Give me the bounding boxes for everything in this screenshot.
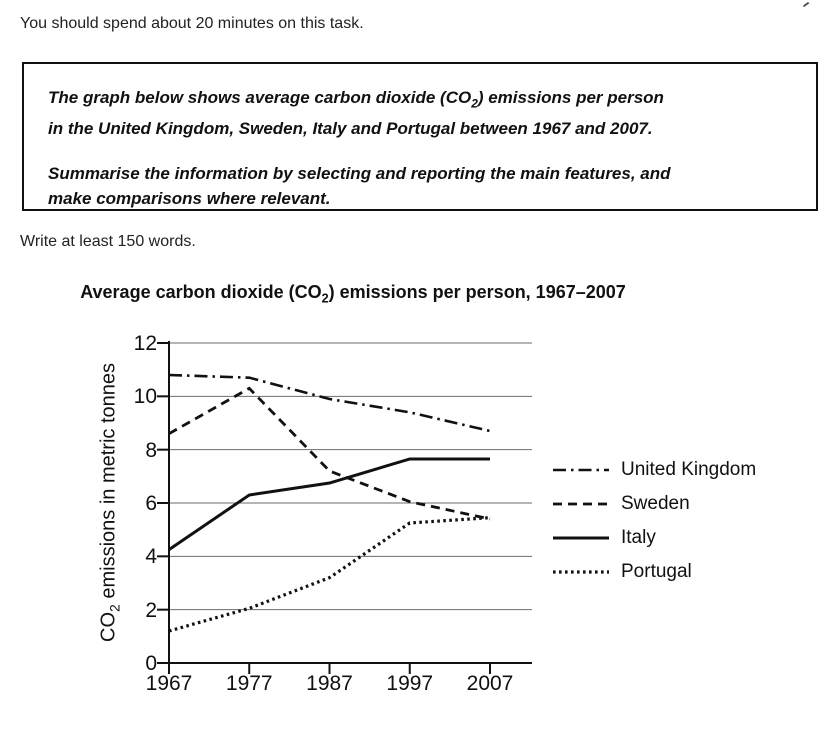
legend-item-united-kingdom: United Kingdom — [552, 453, 756, 487]
task-prompt-text: The graph below shows average carbon dio… — [48, 88, 472, 107]
time-instruction: You should spend about 20 minutes on thi… — [20, 15, 364, 32]
x-tick-label-1967: 1967 — [145, 672, 193, 695]
series-line-united-kingdom — [168, 373, 491, 433]
legend-label: Portugal — [621, 561, 692, 582]
dash-dot-line-sample-icon — [553, 468, 609, 472]
dotted-line-sample-icon — [553, 570, 609, 574]
task-prompt-text: in the United Kingdom, Sweden, Italy and… — [48, 119, 653, 139]
x-tick-label-1977: 1977 — [225, 672, 273, 695]
x-tick-label-1997: 1997 — [386, 672, 434, 695]
legend-item-sweden: Sweden — [552, 487, 756, 521]
dashed-line-sample-icon — [553, 502, 609, 506]
co2-subscript: 2 — [471, 96, 478, 111]
task-prompt-box: The graph below shows average carbon dio… — [22, 62, 818, 211]
series-line-italy — [168, 457, 490, 551]
legend-label: United Kingdom — [621, 459, 757, 480]
task-prompt-paragraph-2: Summarise the information by selecting a… — [24, 161, 816, 211]
task-prompt-text: Summarise the information by selecting a… — [48, 164, 671, 184]
y-tick-label-12: 12 — [133, 332, 157, 355]
series-line-sweden — [168, 386, 491, 521]
task-prompt-text: ) emissions per person — [477, 88, 664, 107]
y-tick-label-10: 10 — [133, 385, 157, 409]
y-tick-label-4: 4 — [145, 545, 157, 569]
y-tick-label-0: 0 — [145, 652, 157, 675]
series-line-portugal — [168, 516, 491, 633]
task-prompt-text: make comparisons where relevant. — [48, 189, 331, 209]
x-tick-label-2007: 2007 — [466, 672, 514, 695]
legend-label: Italy — [621, 527, 656, 548]
y-tick-label-8: 8 — [145, 438, 157, 462]
co2-subscript: 2 — [321, 291, 329, 306]
task-prompt-paragraph-1: The graph below shows average carbon dio… — [24, 85, 816, 141]
chart-title: Average carbon dioxide (CO2) emissions p… — [0, 282, 706, 306]
solid-line-sample-icon — [553, 536, 609, 540]
legend-item-italy: Italy — [552, 521, 756, 555]
chart-title-text: ) emissions per person, 1967–2007 — [328, 282, 626, 302]
y-tick-label-2: 2 — [145, 598, 157, 622]
legend-item-portugal: Portugal — [552, 555, 756, 589]
chart-title-text: Average carbon dioxide (CO — [80, 282, 322, 302]
x-tick-label-1987: 1987 — [306, 672, 353, 695]
y-tick-label-6: 6 — [145, 492, 157, 515]
chart-legend: United Kingdom Sweden Italy Portugal — [552, 453, 756, 589]
legend-label: Sweden — [621, 493, 690, 514]
word-count-instruction: Write at least 150 words. — [20, 233, 196, 250]
